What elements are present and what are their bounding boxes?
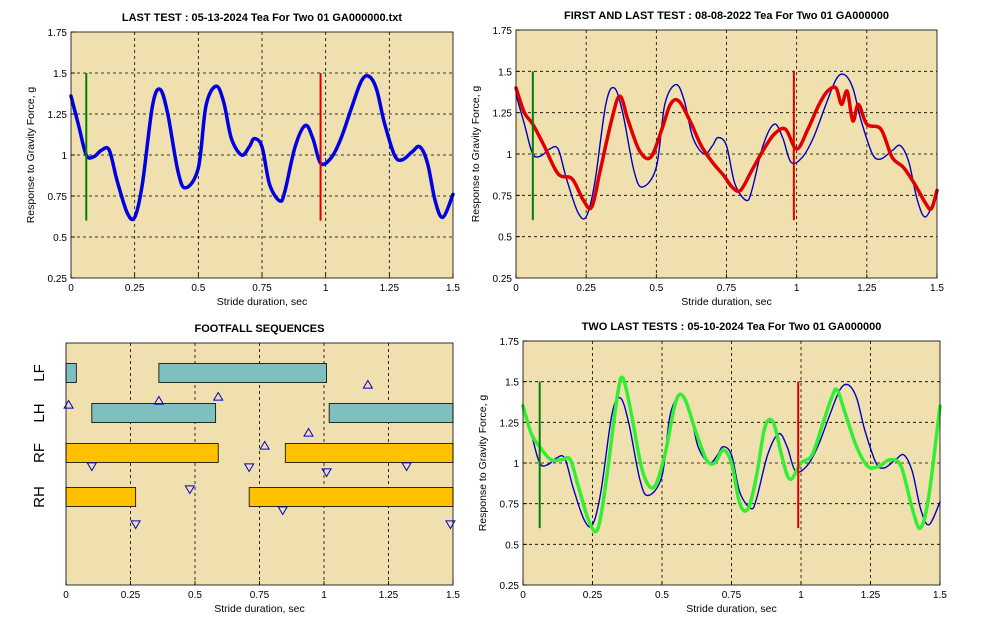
y-axis-label: Response to Gravity Force, g bbox=[470, 86, 482, 223]
footfall-bar-rf bbox=[65, 443, 219, 463]
footfall-event-up-triangle bbox=[303, 427, 314, 437]
y-tick-label: 0.75 bbox=[493, 191, 513, 202]
y-tick-label: 0.25 bbox=[48, 274, 68, 285]
row-label-rh: RH bbox=[31, 486, 48, 508]
plot-frame bbox=[522, 340, 941, 586]
y-tick-label: 1.5 bbox=[498, 67, 512, 78]
y-tick-label: 1.5 bbox=[53, 69, 67, 80]
x-tick-label: 0 bbox=[63, 590, 69, 601]
y-tick-label: 1.75 bbox=[493, 26, 513, 37]
footfall-event-down-triangle bbox=[321, 468, 332, 478]
x-tick-label: 0.25 bbox=[125, 283, 145, 294]
x-axis-label: Stride duration, sec bbox=[217, 296, 307, 308]
row-label-rf: RF bbox=[31, 443, 48, 463]
x-tick-label: 1.25 bbox=[380, 283, 400, 294]
chart-footfall: FOOTFALL SEQUENCES 0 0.25 0.5 0.75 1 1.25 1.5 St… bbox=[31, 323, 460, 615]
x-tick-label: 0.25 bbox=[121, 590, 141, 601]
footfall-event-down-triangle bbox=[277, 506, 289, 516]
y-tick-label: 0.5 bbox=[498, 233, 512, 244]
y-tick-label: 1.75 bbox=[500, 337, 520, 348]
chart-last: LAST TEST : 05-13-2024 Tea For Two 01 GA… bbox=[25, 12, 460, 308]
x-tick-label: 1.25 bbox=[379, 590, 399, 601]
chart-title: LAST TEST : 05-13-2024 Tea For Two 01 GA… bbox=[122, 12, 403, 24]
x-tick-label: 0.5 bbox=[191, 283, 205, 294]
x-tick-label: 1.5 bbox=[446, 590, 460, 601]
x-tick-label: 0.75 bbox=[250, 590, 270, 601]
series-line-1 bbox=[521, 375, 942, 534]
y-tick-label: 0.25 bbox=[493, 274, 513, 285]
x-axis-label: Stride duration, sec bbox=[214, 603, 304, 615]
y-tick-label: 1.5 bbox=[505, 378, 519, 389]
x-tick-label: 0.25 bbox=[583, 590, 603, 601]
y-tick-label: 1 bbox=[61, 151, 67, 162]
series-line-0 bbox=[515, 73, 938, 220]
footfall-bar-lf bbox=[65, 363, 77, 383]
footfall-bar-rf bbox=[284, 443, 454, 463]
x-tick-label: 0.75 bbox=[722, 590, 742, 601]
x-axis-label: Stride duration, sec bbox=[686, 603, 776, 615]
x-tick-label: 0.5 bbox=[655, 590, 669, 601]
x-tick-label: 1.5 bbox=[933, 590, 947, 601]
y-tick-label: 0.25 bbox=[500, 581, 520, 592]
x-tick-label: 1 bbox=[798, 590, 804, 601]
y-tick-label: 1.25 bbox=[493, 109, 513, 120]
x-tick-label: 0.75 bbox=[252, 283, 272, 294]
footfall-bar-rh bbox=[65, 487, 137, 507]
y-tick-label: 0.5 bbox=[505, 540, 519, 551]
chart-first-last: FIRST AND LAST TEST : 08-08-2022 Tea For… bbox=[470, 10, 944, 308]
footfall-event-up-triangle bbox=[259, 440, 271, 450]
x-tick-label: 0 bbox=[520, 590, 526, 601]
x-tick-label: 0.25 bbox=[576, 283, 596, 294]
footfall-bar-lh bbox=[91, 403, 217, 423]
x-tick-label: 0.5 bbox=[188, 590, 202, 601]
chart-title: FIRST AND LAST TEST : 08-08-2022 Tea For… bbox=[564, 10, 889, 22]
footfall-bar-lf bbox=[158, 363, 327, 383]
footfall-bar-lh bbox=[328, 403, 454, 423]
footfall-event-down-triangle bbox=[130, 520, 142, 530]
x-tick-label: 0.5 bbox=[649, 283, 663, 294]
footfall-event-up-triangle bbox=[212, 391, 224, 401]
plot-frame bbox=[70, 31, 454, 279]
x-tick-label: 1 bbox=[321, 590, 327, 601]
y-tick-label: 1.25 bbox=[48, 110, 68, 121]
x-axis-label: Stride duration, sec bbox=[681, 296, 771, 308]
series-line-1 bbox=[514, 85, 939, 212]
plot-frame bbox=[515, 29, 938, 279]
chart-title: FOOTFALL SEQUENCES bbox=[195, 323, 325, 335]
footfall-event-down-triangle bbox=[184, 485, 196, 495]
footfall-event-down-triangle bbox=[401, 462, 412, 472]
y-tick-label: 0.75 bbox=[48, 192, 68, 203]
y-tick-label: 1 bbox=[513, 459, 519, 470]
y-axis-label: Response to Gravity Force, g bbox=[477, 395, 489, 532]
x-tick-label: 1.5 bbox=[446, 283, 460, 294]
row-label-lh: LH bbox=[31, 403, 48, 422]
y-tick-label: 1.25 bbox=[500, 418, 520, 429]
x-tick-label: 0.75 bbox=[717, 283, 737, 294]
series-line-0 bbox=[69, 73, 455, 222]
y-tick-label: 1.75 bbox=[48, 28, 68, 39]
footfall-event-up-triangle bbox=[153, 395, 165, 405]
y-tick-label: 0.75 bbox=[500, 500, 520, 511]
row-label-lf: LF bbox=[31, 364, 48, 382]
footfall-event-down-triangle bbox=[86, 462, 98, 472]
plot-frame bbox=[65, 342, 454, 586]
y-tick-label: 0.5 bbox=[53, 233, 67, 244]
y-tick-label: 1 bbox=[506, 150, 512, 161]
y-axis-label: Response to Gravity Force, g bbox=[25, 87, 37, 224]
chart-two-last: TWO LAST TESTS : 05-10-2024 Tea For Two … bbox=[477, 321, 947, 615]
x-tick-label: 1.5 bbox=[930, 283, 944, 294]
footfall-event-up-triangle bbox=[362, 379, 374, 389]
x-tick-label: 1 bbox=[323, 283, 329, 294]
footfall-bar-rh bbox=[248, 487, 454, 507]
x-tick-label: 0 bbox=[513, 283, 519, 294]
chart-title: TWO LAST TESTS : 05-10-2024 Tea For Two … bbox=[582, 321, 882, 333]
series-line-0 bbox=[522, 383, 941, 528]
x-tick-label: 1 bbox=[794, 283, 800, 294]
footfall-event-down-triangle bbox=[243, 463, 255, 473]
x-tick-label: 0 bbox=[68, 283, 74, 294]
x-tick-label: 1.25 bbox=[857, 283, 877, 294]
x-tick-label: 1.25 bbox=[861, 590, 881, 601]
